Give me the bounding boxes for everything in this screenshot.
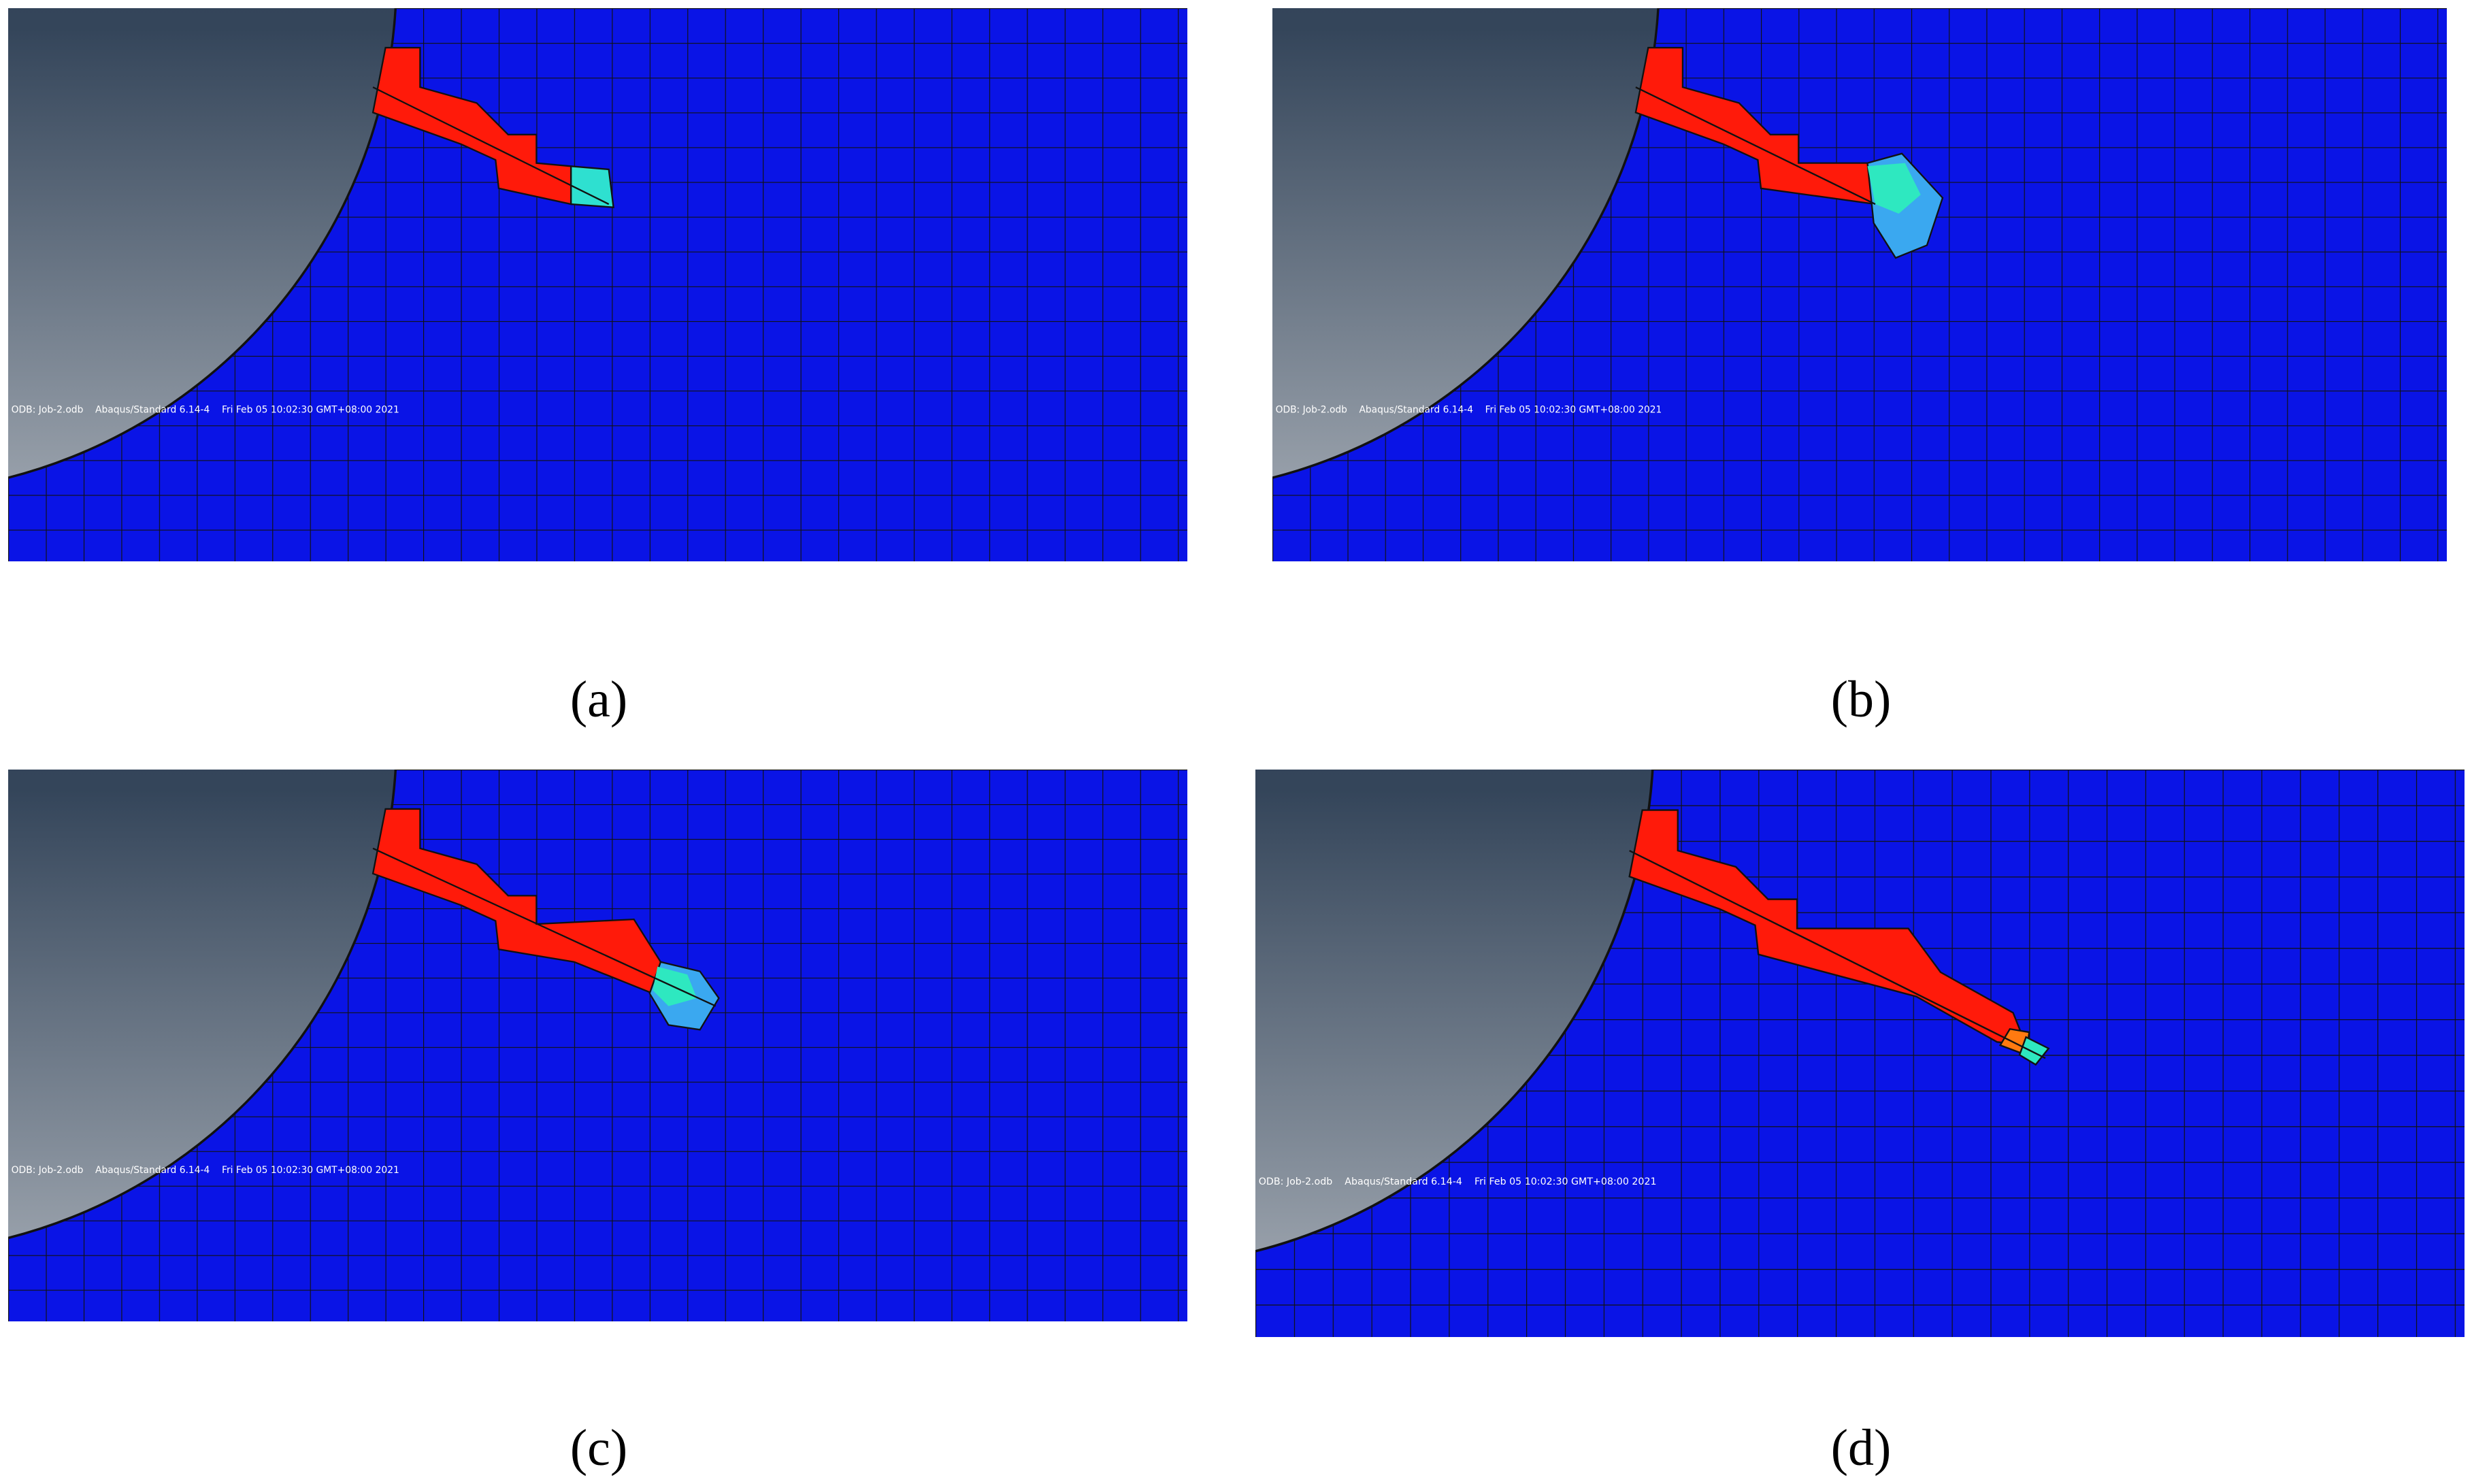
panel-label: (b) bbox=[1830, 671, 1892, 728]
panel-d: ODB: Job-2.odb Abaqus/Standard 6.14-4 Fr… bbox=[1255, 770, 2465, 1337]
status-text: ODB: Job-2.odb Abaqus/Standard 6.14-4 Fr… bbox=[12, 405, 399, 416]
panel-label: (a) bbox=[570, 671, 628, 728]
panel-label: (d) bbox=[1830, 1419, 1892, 1477]
status-text: ODB: Job-2.odb Abaqus/Standard 6.14-4 Fr… bbox=[1276, 405, 1662, 416]
status-text: ODB: Job-2.odb Abaqus/Standard 6.14-4 Fr… bbox=[1259, 1176, 1657, 1187]
status-text: ODB: Job-2.odb Abaqus/Standard 6.14-4 Fr… bbox=[12, 1165, 399, 1176]
panel-label: (c) bbox=[570, 1419, 628, 1477]
panel-c: ODB: Job-2.odb Abaqus/Standard 6.14-4 Fr… bbox=[8, 770, 1187, 1321]
panel-a: ODB: Job-2.odb Abaqus/Standard 6.14-4 Fr… bbox=[8, 8, 1187, 561]
panel-b: ODB: Job-2.odb Abaqus/Standard 6.14-4 Fr… bbox=[1272, 8, 2447, 561]
